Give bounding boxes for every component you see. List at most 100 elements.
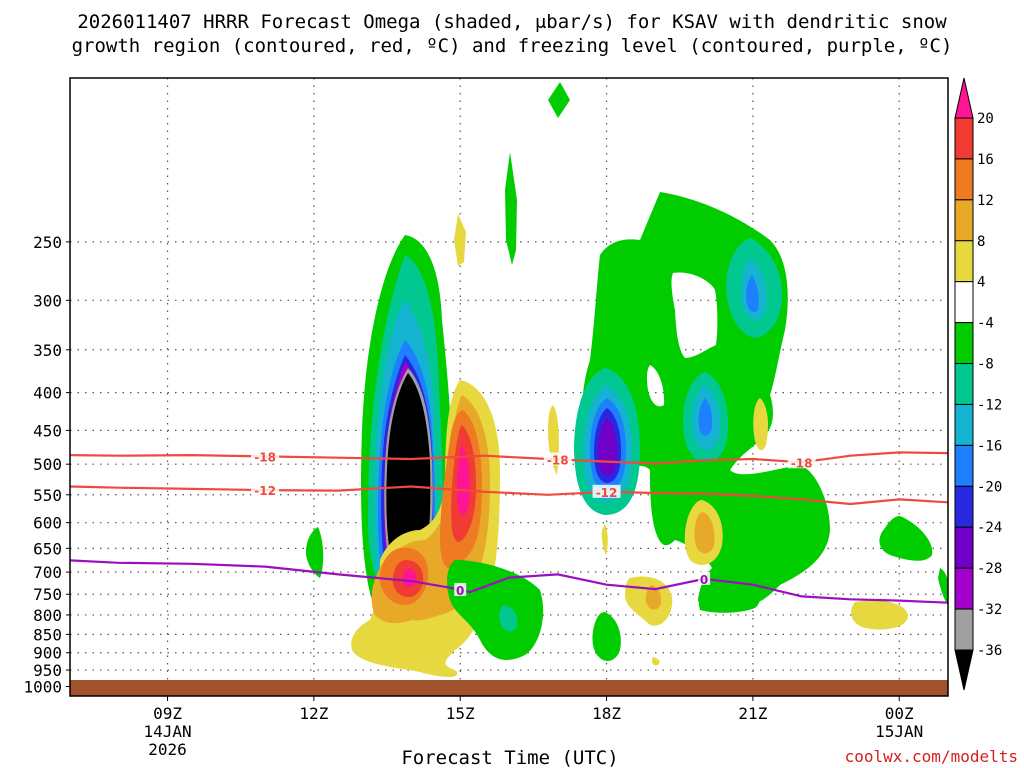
omega-region-black-max <box>386 373 431 566</box>
credit-link[interactable]: coolwx.com/modelts <box>845 747 1018 766</box>
contour-label-bg <box>251 483 280 497</box>
y-tick-label: 300 <box>33 291 62 310</box>
colorbar-label: -20 <box>977 479 1002 495</box>
y-tick-label: 350 <box>33 341 62 360</box>
x-tick-label: 00Z <box>885 704 914 723</box>
omega-region-pink-warm <box>402 445 470 588</box>
contour-label: 0 <box>456 584 464 598</box>
x-tick-label: 15Z <box>446 704 475 723</box>
omega-region-yellow-dot <box>651 657 660 666</box>
y-tick-label: 1000 <box>23 678 62 697</box>
y-tick-label: 250 <box>33 233 62 252</box>
colorbar: 20 16 12 8 4 -4 -8 -12 -16 -20 -24 -28 -32 -36 <box>954 77 1002 691</box>
x-tick-label: 09Z <box>153 704 182 723</box>
contour-label: 0 <box>700 573 708 587</box>
colorbar-label: -32 <box>977 602 1002 618</box>
contour-label-bg <box>592 484 621 498</box>
y-tick-label: 600 <box>33 514 62 533</box>
omega-region-green-18z-low <box>592 612 621 662</box>
contour-label: -12 <box>596 486 618 500</box>
chart-title-line-2: growth region (contoured, red, ºC) and f… <box>72 35 953 57</box>
y-tick-label: 950 <box>33 661 62 680</box>
colorbar-band <box>954 240 974 283</box>
omega-region-yellow-small <box>454 214 466 266</box>
omega-region-green-lower-left <box>447 560 544 660</box>
omega-region-yellow-right-low <box>851 600 908 630</box>
colorbar-band <box>954 322 974 365</box>
colorbar-arrow-top <box>954 77 974 119</box>
contour-label: -18 <box>791 456 813 470</box>
omega-region-green-edge <box>938 568 948 605</box>
omega-region-teal-lower-left <box>499 605 518 632</box>
colorbar-label: -8 <box>977 357 994 373</box>
colorbar-band <box>954 117 974 160</box>
colorbar-label: -4 <box>977 316 994 332</box>
colorbar-label: -24 <box>977 520 1002 536</box>
colorbar-label: -28 <box>977 561 1002 577</box>
colorbar-band <box>954 281 974 324</box>
y-tick-label: 500 <box>33 455 62 474</box>
contour-label-bg <box>251 449 280 463</box>
contour-line-0 <box>70 559 948 604</box>
omega-region-blue-right-upper <box>746 275 759 312</box>
y-tick-label: 650 <box>33 539 62 558</box>
y-axis: 2503003504004505005506006507007508008509… <box>23 233 70 697</box>
colorbar-label: 8 <box>977 234 985 250</box>
omega-region-blue-20z <box>698 398 713 436</box>
omega-region-green-23z <box>879 516 933 561</box>
y-tick-label: 800 <box>33 606 62 625</box>
colorbar-label: -36 <box>977 643 1002 659</box>
colorbar-label: 20 <box>977 111 994 127</box>
colorbar-band <box>954 363 974 405</box>
omega-region-yellow-strip-2 <box>601 524 608 555</box>
ground-surface <box>70 680 948 696</box>
colorbar-band <box>954 199 974 242</box>
y-tick-label: 850 <box>33 625 62 644</box>
contour-label: -18 <box>254 450 276 464</box>
contour-label: -12 <box>254 484 276 498</box>
colorbar-arrow-bottom <box>954 649 974 691</box>
x-tick-label: 12Z <box>299 704 328 723</box>
y-tick-label: 450 <box>33 421 62 440</box>
contour-lines: -18 -18 -18 -12 -12 0 0 <box>70 449 948 604</box>
y-tick-label: 900 <box>33 644 62 663</box>
chart-title-line-1: 2026011407 HRRR Forecast Omega (shaded, … <box>77 11 947 33</box>
x-tick-year: 2026 <box>148 740 187 759</box>
colorbar-label: -16 <box>977 438 1002 454</box>
omega-region-amber-19z-low <box>645 585 662 610</box>
contour-label-bg <box>454 582 467 596</box>
contour-line-minus12 <box>70 485 948 506</box>
omega-shading <box>306 82 948 677</box>
x-tick-label: 21Z <box>738 704 767 723</box>
y-tick-label: 700 <box>33 563 62 582</box>
colorbar-band <box>954 526 974 569</box>
omega-region-green-12z <box>306 527 324 578</box>
x-axis-label: Forecast Time (UTC) <box>401 747 618 768</box>
contour-label: -18 <box>547 453 569 467</box>
contour-line-minus18 <box>70 451 948 465</box>
colorbar-label: 12 <box>977 193 994 209</box>
y-tick-label: 750 <box>33 585 62 604</box>
plot-frame <box>69 77 949 697</box>
x-tick-date: 15JAN <box>875 722 923 741</box>
omega-region-amber-20z-low <box>694 512 715 554</box>
colorbar-band <box>954 567 974 610</box>
y-tick-label: 400 <box>33 384 62 403</box>
contour-label-bg <box>698 571 711 585</box>
omega-region-green-right-low <box>698 578 761 613</box>
omega-region-green-narrow <box>505 152 517 265</box>
colorbar-band <box>954 608 974 651</box>
y-tick-label: 550 <box>33 486 62 505</box>
omega-region-yellow-right <box>753 398 768 451</box>
colorbar-label: -12 <box>977 397 1002 413</box>
colorbar-band <box>954 403 974 446</box>
omega-region-green-top <box>548 82 570 118</box>
colorbar-band <box>954 485 974 528</box>
contour-label-bg <box>787 455 816 469</box>
x-tick-label: 18Z <box>592 704 621 723</box>
omega-region-red-warm <box>392 425 476 598</box>
colorbar-label: 16 <box>977 152 994 168</box>
colorbar-band <box>954 158 974 201</box>
